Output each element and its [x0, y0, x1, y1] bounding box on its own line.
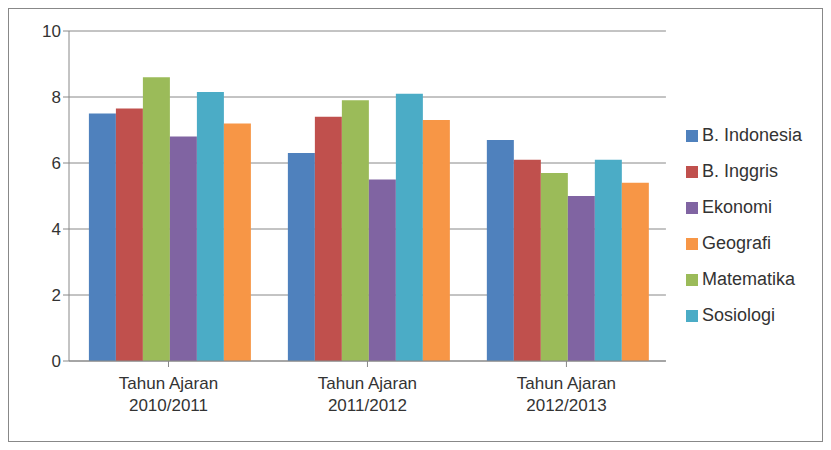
svg-text:0: 0	[52, 352, 61, 371]
svg-text:8: 8	[52, 88, 61, 107]
svg-text:Tahun Ajaran2011/2012: Tahun Ajaran2011/2012	[318, 374, 417, 415]
html-text:B. Indonesia: B. Indonesia	[701, 125, 802, 145]
svg-text:2: 2	[52, 286, 61, 305]
svg-text:Tahun Ajaran2012/2013: Tahun Ajaran2012/2013	[517, 374, 616, 415]
html-text:Sosiologi: Sosiologi	[701, 305, 775, 325]
svg-text:4: 4	[52, 220, 61, 239]
html-text:Matematika: Matematika	[701, 269, 795, 289]
svg-text:6: 6	[52, 154, 61, 173]
html-text:Ekonomi: Ekonomi	[701, 197, 772, 217]
svg-text:Tahun Ajaran2010/2011: Tahun Ajaran2010/2011	[119, 374, 218, 415]
svg-text:10: 10	[42, 22, 61, 41]
html-text:Geografi: Geografi	[701, 233, 771, 253]
html-text:B. Inggris: B. Inggris	[701, 161, 778, 181]
